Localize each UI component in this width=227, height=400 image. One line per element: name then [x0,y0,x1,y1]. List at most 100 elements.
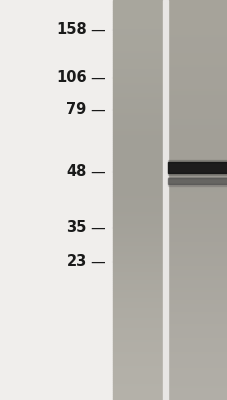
Bar [167,244,227,246]
Bar [112,112,163,114]
Bar [112,102,163,104]
Bar [167,8,227,10]
Bar [112,182,163,184]
Bar [167,44,227,46]
Bar [112,152,163,154]
Bar [167,346,227,348]
Bar [167,190,227,192]
Bar [167,216,227,218]
Bar [112,92,163,94]
Bar [167,220,227,222]
Bar [167,40,227,42]
Bar [112,50,163,52]
Bar [112,238,163,240]
Bar [112,148,163,150]
Bar [112,198,163,200]
Bar [167,76,227,78]
Bar [112,330,163,332]
Bar [112,100,163,102]
Bar [112,234,163,236]
Bar [167,354,227,356]
Bar [112,262,163,264]
Bar [167,362,227,364]
Text: 79: 79 [66,102,86,118]
Bar [112,276,163,278]
Bar [112,260,163,262]
Bar [167,74,227,76]
Bar [167,212,227,214]
Bar [167,270,227,272]
Bar [112,60,163,62]
Bar [167,16,227,18]
Bar [112,78,163,80]
Bar [167,92,227,94]
Bar [167,80,227,82]
Bar [112,250,163,252]
Bar [112,16,163,18]
Bar [167,202,227,204]
Bar [167,10,227,12]
Text: —: — [90,102,104,118]
Bar [167,196,227,198]
Bar [167,36,227,38]
Bar [167,294,227,296]
Bar [112,52,163,54]
Bar [167,356,227,358]
Bar [167,324,227,326]
Text: 23: 23 [66,254,86,270]
Bar [167,242,227,244]
Bar [112,56,163,58]
Bar [112,290,163,292]
Bar [112,308,163,310]
Bar [112,134,163,136]
Bar [167,34,227,36]
Bar [167,310,227,312]
Bar [112,306,163,308]
Bar [167,144,227,146]
Bar [112,258,163,260]
Bar [167,56,227,58]
Bar [167,222,227,224]
Bar [112,180,163,182]
Text: 106: 106 [56,70,86,86]
Bar [167,214,227,216]
Bar [112,126,163,128]
Bar [112,342,163,344]
Bar [167,138,227,140]
Bar [112,98,163,100]
Bar [167,208,227,210]
Bar [112,72,163,74]
Bar [167,256,227,258]
Bar [167,14,227,16]
Bar [112,158,163,160]
Bar [167,124,227,126]
Bar [112,186,163,188]
Bar [167,172,227,174]
Bar [167,152,227,154]
Bar [112,310,163,312]
Bar [167,274,227,276]
Bar [112,240,163,242]
Bar [112,360,163,362]
Text: —: — [90,22,104,38]
Bar [167,360,227,362]
Bar [167,344,227,346]
Bar [112,242,163,244]
Bar [167,62,227,64]
Bar [112,302,163,304]
Bar [167,148,227,150]
Bar [167,118,227,120]
Bar [112,266,163,268]
Bar [167,2,227,4]
Text: —: — [90,220,104,236]
Bar [167,112,227,114]
Bar [167,206,227,208]
Bar [167,246,227,248]
Bar [112,10,163,12]
Bar [112,128,163,130]
Bar [167,326,227,328]
Bar [167,378,227,380]
Bar [112,58,163,60]
Text: —: — [90,70,104,86]
Bar [167,52,227,54]
